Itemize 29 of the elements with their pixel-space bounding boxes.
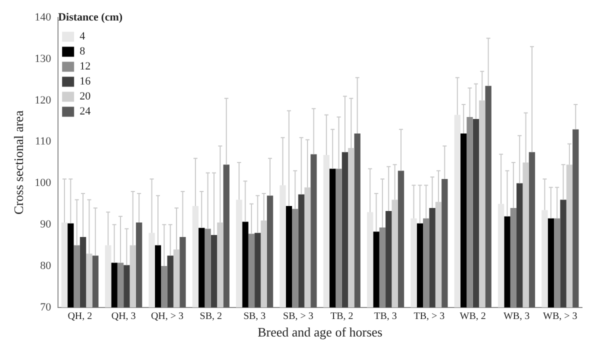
y-tick-label: 130 (34, 52, 52, 65)
legend-label: 20 (80, 90, 92, 103)
y-tick-label: 110 (35, 136, 52, 148)
x-tick-label: TB, 3 (374, 311, 397, 322)
y-tick-label: 70 (40, 301, 52, 314)
legend-label: 8 (80, 46, 86, 58)
y-tick-label: 140 (34, 11, 52, 24)
x-tick-label: SB, > 3 (283, 311, 314, 322)
x-tick-label: WB, > 3 (543, 311, 578, 322)
y-tick-label: 100 (34, 177, 52, 190)
y-tick-label: 90 (40, 218, 52, 230)
legend-label: 24 (80, 106, 92, 118)
x-tick-label: TB, 2 (330, 311, 354, 322)
y-axis-title: Cross sectional area (11, 110, 26, 214)
legend-title: Distance (cm) (58, 11, 123, 24)
x-tick-label: QH, > 3 (150, 311, 184, 322)
x-tick-label: WB, 2 (460, 311, 486, 322)
x-tick-label: WB, 3 (503, 311, 530, 322)
x-tick-label: QH, 2 (68, 311, 92, 322)
x-tick-label: SB, 2 (200, 311, 222, 322)
x-tick-label: QH, 3 (111, 311, 136, 322)
x-axis-title: Breed and age of horses (258, 324, 383, 340)
x-tick-label: SB, 3 (243, 311, 266, 322)
legend-label: 4 (80, 30, 86, 43)
y-tick-label: 120 (34, 94, 52, 106)
x-tick-label: TB, > 3 (414, 311, 445, 322)
y-tick-label: 80 (40, 260, 52, 272)
legend-label: 12 (80, 60, 91, 73)
legend-label: 16 (80, 76, 92, 88)
